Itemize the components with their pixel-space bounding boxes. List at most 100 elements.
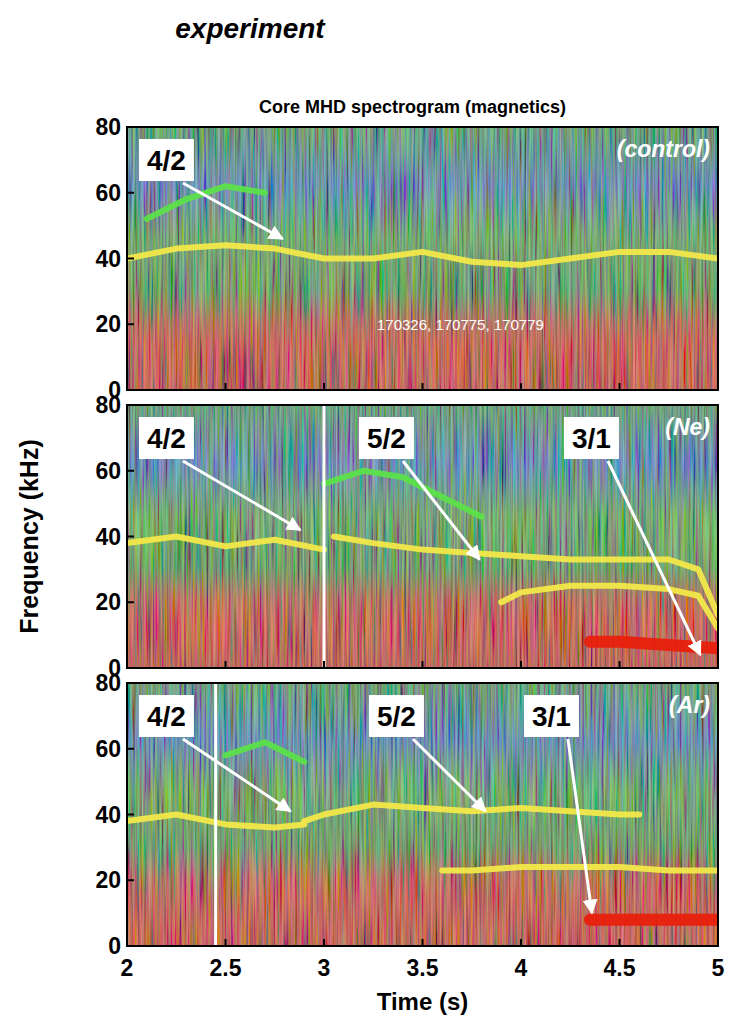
vertical-marker (323, 405, 326, 668)
y-tick (127, 945, 134, 947)
y-tick-label: 40 (95, 524, 121, 550)
y-tick-label: 60 (95, 458, 121, 484)
annotation: 5/2 (369, 695, 486, 811)
x-axis-title: Time (s) (377, 988, 469, 1015)
annotation-text: 4/2 (147, 145, 186, 176)
x-tick (422, 939, 424, 946)
annotation: 4/2 (139, 695, 291, 811)
annotation-arrow (183, 739, 291, 811)
mode-trace (334, 537, 718, 616)
spectrogram-texture (127, 127, 718, 390)
plot-area (127, 127, 718, 390)
mode-trace (226, 742, 305, 762)
title: Core MHD spectrogram (magnetics) (259, 97, 566, 117)
annotation: 4/2 (139, 139, 283, 239)
panel: 020406080Frequency (kHz)(Ne)4/25/23/1 (15, 392, 718, 681)
x-tick-label: 3 (318, 955, 331, 981)
y-tick-label: 80 (95, 114, 121, 140)
mode-trace (127, 245, 718, 265)
mode-trace (127, 537, 324, 550)
annotation-text: 4/2 (147, 701, 186, 732)
x-tick (126, 939, 128, 946)
mode-trace (324, 471, 482, 517)
annotation-text: 3/1 (572, 423, 611, 454)
annotation-box (524, 695, 579, 737)
y-tick-label: 20 (95, 589, 121, 615)
y-tick (127, 323, 134, 325)
y-tick (127, 879, 134, 881)
x-tick (422, 661, 424, 668)
annotation: 3/1 (524, 695, 592, 913)
vertical-marker (214, 683, 217, 946)
y-tick (127, 536, 134, 538)
x-tick-label: 4.5 (604, 955, 636, 981)
annotation: 4/2 (139, 417, 300, 530)
annotation-arrow (608, 461, 700, 655)
y-tick (127, 192, 134, 194)
y-tick-label: 80 (95, 392, 121, 418)
mode-trace (442, 867, 718, 870)
y-tick-label: 60 (95, 736, 121, 762)
y-tick (127, 258, 134, 260)
mode-trace (590, 914, 718, 926)
y-tick-label: 40 (95, 246, 121, 272)
x-tick (323, 661, 325, 668)
annotation-text: 5/2 (367, 423, 406, 454)
y-tick (127, 389, 134, 391)
x-tick (520, 939, 522, 946)
y-tick-label: 80 (95, 670, 121, 696)
spectrogram-background (127, 683, 718, 946)
annotation-arrow (403, 461, 480, 560)
annotation: 5/2 (359, 417, 480, 560)
x-tick (323, 383, 325, 390)
y-tick (127, 126, 134, 128)
y-axis-title: Frequency (kHz) (15, 439, 43, 633)
frame (127, 127, 718, 390)
x-tick (717, 383, 719, 390)
y-tick-label: 40 (95, 802, 121, 828)
y-tick (127, 682, 134, 684)
figure: experiment Core MHD spectrogram (magnetic… (0, 0, 751, 1032)
mode-trace (147, 186, 265, 219)
shot-numbers: 170326, 170775, 170779 (377, 316, 544, 333)
x-tick (619, 661, 621, 668)
mode-trace (304, 805, 639, 822)
x-tick (126, 661, 128, 668)
y-tick (127, 601, 134, 603)
x-tick (520, 661, 522, 668)
spectrogram-texture (127, 405, 718, 668)
x-tick-label: 4 (515, 955, 528, 981)
x-tick-label: 5 (712, 955, 725, 981)
annotation-arrow (183, 183, 283, 239)
panel: Core MHD spectrogram (magnetics)02040608… (95, 97, 718, 403)
spectrogram-background (127, 405, 718, 668)
annotation-box (359, 417, 414, 459)
x-tick (225, 661, 227, 668)
annotation-box (139, 139, 194, 181)
x-tick (225, 383, 227, 390)
y-tick (127, 667, 134, 669)
y-tick-label: 20 (95, 867, 121, 893)
heading: experiment (175, 13, 326, 44)
x-tick (520, 383, 522, 390)
annotation-arrow (413, 739, 486, 811)
panel-label: (Ar) (669, 692, 710, 718)
annotation-text: 3/1 (532, 701, 571, 732)
panel: 02040608022.533.544.55Time (s)(Ar)4/25/2… (95, 670, 724, 1015)
annotation-box (369, 695, 424, 737)
y-tick (127, 470, 134, 472)
y-tick-label: 0 (108, 933, 121, 959)
annotation-text: 5/2 (377, 701, 416, 732)
spectrogram-background (127, 127, 718, 390)
x-tick-label: 2 (121, 955, 134, 981)
plot-area (127, 405, 718, 668)
plot-area (127, 683, 718, 946)
frame (127, 683, 718, 946)
x-tick (323, 939, 325, 946)
mode-trace (590, 642, 718, 649)
frame (127, 405, 718, 668)
panel-label: (Ne) (665, 414, 710, 440)
x-tick (717, 661, 719, 668)
annotation-box (139, 417, 194, 459)
y-tick (127, 814, 134, 816)
